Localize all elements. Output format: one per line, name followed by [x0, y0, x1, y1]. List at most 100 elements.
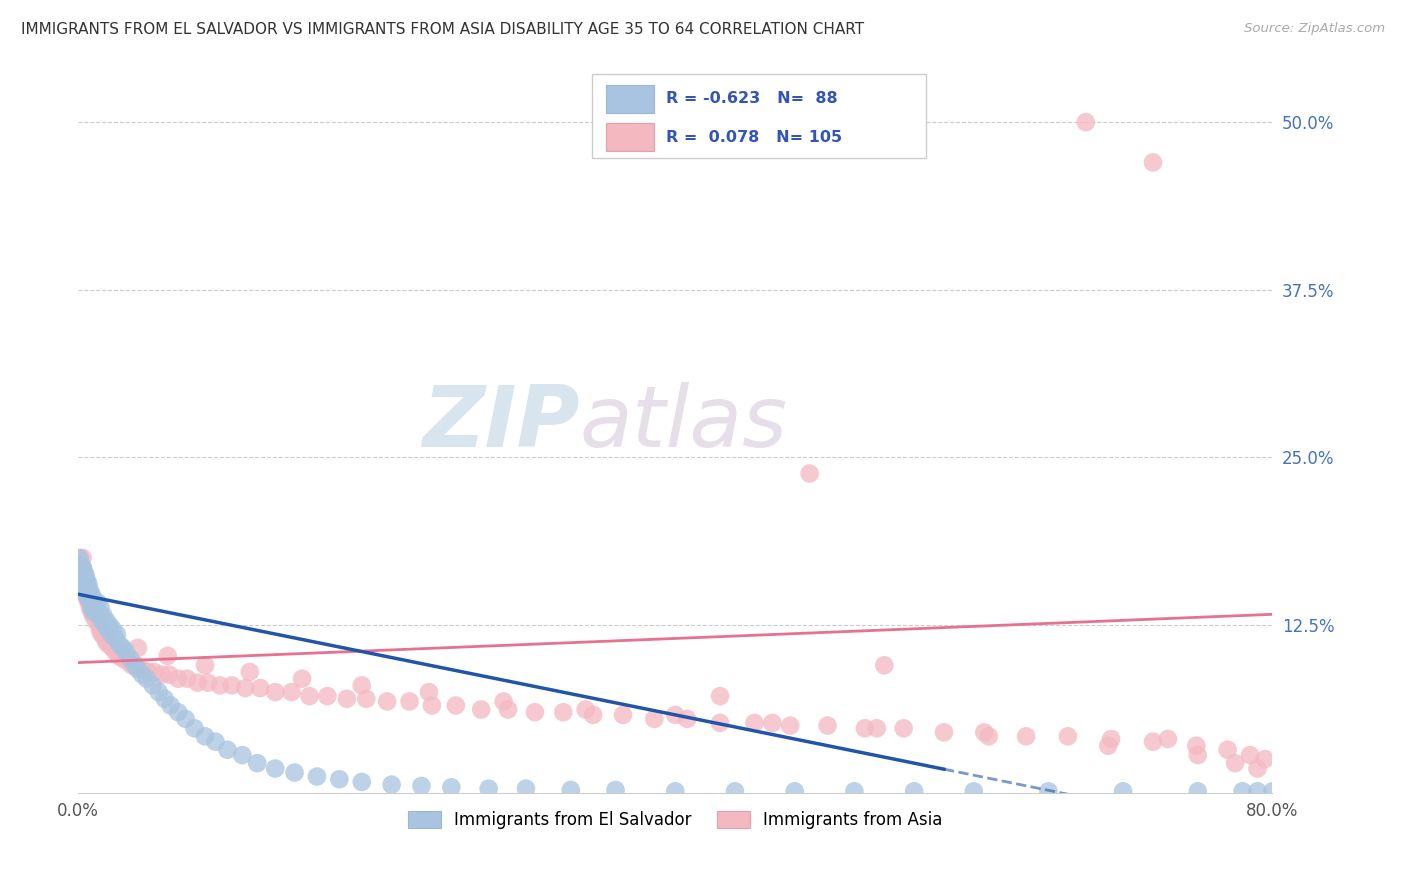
Point	[418, 685, 440, 699]
Point	[305, 770, 328, 784]
Point	[233, 681, 256, 695]
Point	[676, 712, 699, 726]
Point	[197, 675, 219, 690]
Point	[80, 600, 103, 615]
Text: Source: ZipAtlas.com: Source: ZipAtlas.com	[1244, 22, 1385, 36]
Point	[1142, 155, 1164, 169]
Point	[80, 587, 103, 601]
Text: R =  0.078   N= 105: R = 0.078 N= 105	[665, 129, 842, 145]
Point	[89, 624, 111, 639]
Point	[761, 715, 783, 730]
Point	[478, 781, 501, 796]
Point	[194, 658, 217, 673]
Point	[187, 675, 209, 690]
Point	[104, 645, 127, 659]
Point	[350, 678, 373, 692]
Point	[75, 568, 97, 582]
Point	[72, 578, 94, 592]
Point	[560, 783, 582, 797]
Point	[70, 578, 93, 592]
Point	[101, 640, 124, 655]
Point	[167, 705, 190, 719]
Point	[605, 783, 627, 797]
Point	[575, 702, 598, 716]
Point	[72, 568, 94, 582]
Point	[873, 658, 896, 673]
Point	[101, 622, 124, 636]
Point	[496, 702, 519, 716]
Point	[72, 560, 94, 574]
FancyBboxPatch shape	[606, 123, 654, 151]
Point	[1239, 748, 1261, 763]
Point	[264, 762, 287, 776]
Point	[350, 775, 373, 789]
Point	[249, 681, 271, 695]
Point	[553, 705, 575, 719]
Point	[1015, 729, 1038, 743]
Point	[148, 685, 170, 699]
Point	[336, 691, 359, 706]
Point	[111, 651, 134, 665]
Point	[1185, 739, 1208, 753]
Point	[69, 565, 91, 579]
Point	[87, 618, 110, 632]
Point	[76, 574, 98, 588]
Point	[75, 587, 97, 601]
Point	[76, 591, 98, 606]
Point	[643, 712, 665, 726]
Text: atlas: atlas	[579, 383, 787, 466]
Point	[77, 591, 100, 606]
Point	[111, 640, 134, 655]
Point	[744, 715, 766, 730]
Point	[799, 467, 821, 481]
Text: ZIP: ZIP	[422, 383, 579, 466]
Point	[115, 645, 138, 659]
Point	[82, 591, 104, 606]
Point	[444, 698, 467, 713]
Point	[153, 691, 176, 706]
Point	[79, 600, 101, 615]
Point	[893, 721, 915, 735]
Point	[157, 667, 180, 681]
Point	[298, 689, 321, 703]
Point	[96, 614, 118, 628]
Point	[72, 560, 94, 574]
Point	[72, 551, 94, 566]
Point	[284, 765, 307, 780]
Point	[73, 571, 96, 585]
Point	[76, 578, 98, 592]
Point	[84, 600, 107, 615]
Point	[80, 605, 103, 619]
Text: R = -0.623   N=  88: R = -0.623 N= 88	[665, 91, 838, 106]
Point	[83, 600, 105, 615]
Point	[121, 658, 143, 673]
Point	[1246, 784, 1268, 798]
Point	[291, 672, 314, 686]
Point	[120, 651, 142, 665]
Point	[1038, 784, 1060, 798]
Point	[724, 784, 747, 798]
Point	[117, 654, 139, 668]
Point	[96, 635, 118, 649]
Point	[246, 756, 269, 771]
Point	[664, 784, 686, 798]
Point	[77, 587, 100, 601]
Point	[100, 627, 122, 641]
Point	[131, 667, 153, 681]
Point	[375, 694, 398, 708]
Point	[98, 618, 121, 632]
Point	[932, 725, 955, 739]
Point	[75, 587, 97, 601]
Point	[125, 658, 148, 673]
Point	[105, 627, 128, 641]
Point	[1223, 756, 1246, 771]
Point	[515, 781, 537, 796]
Point	[492, 694, 515, 708]
Point	[1112, 784, 1135, 798]
Point	[1216, 743, 1239, 757]
Point	[108, 638, 131, 652]
Point	[582, 707, 605, 722]
Point	[73, 565, 96, 579]
Point	[84, 614, 107, 628]
Point	[69, 551, 91, 566]
